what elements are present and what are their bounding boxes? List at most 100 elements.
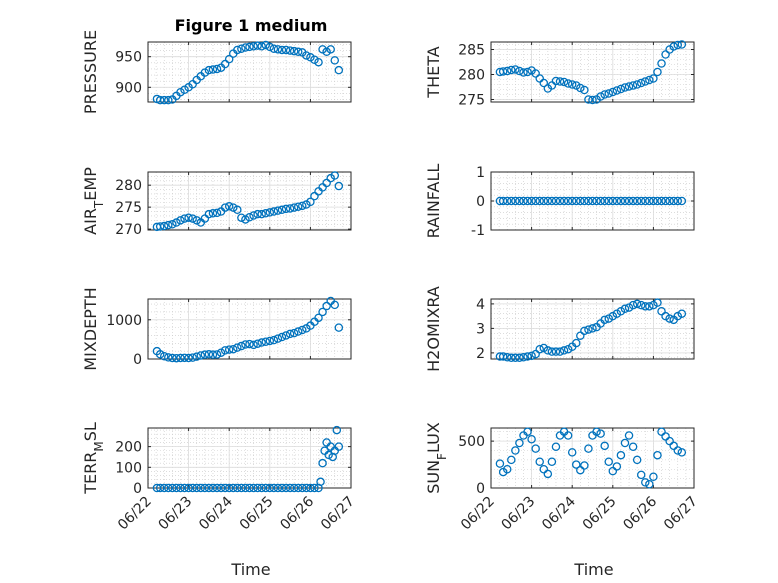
terr-msl-data-point <box>277 483 287 493</box>
rainfall-data-point <box>665 196 674 206</box>
rainfall-data-point <box>600 196 609 206</box>
rainfall-data-point <box>559 196 569 206</box>
mixdepth-data-point <box>269 335 279 345</box>
rainfall-data-point <box>527 196 536 206</box>
h2omixra-data-point <box>511 353 520 363</box>
theta-data-point <box>567 80 577 89</box>
terr-msl-data-point <box>204 483 214 493</box>
h2omixra-panel: 2 3 4 H2OMIXRA <box>424 286 695 372</box>
terr-msl-data-point <box>316 477 325 487</box>
air-temp-y-tick-label: 275 <box>115 200 142 216</box>
terr-msl-data-point <box>172 483 181 493</box>
air-temp-data-point <box>204 209 214 219</box>
rainfall-data-point <box>543 196 553 206</box>
mixdepth-data-point <box>180 353 189 363</box>
air-temp-data-point <box>192 216 201 225</box>
mixdepth-data-point <box>184 353 193 363</box>
sun-flux-data-point <box>604 457 613 466</box>
mixdepth-data-point <box>281 331 291 340</box>
mixdepth-data-point <box>314 313 323 323</box>
terr-msl-y-tick-label: 200 <box>115 440 142 456</box>
h2omixra-data-point <box>519 353 528 362</box>
pressure-data-point <box>164 95 173 105</box>
air-temp-data-point <box>159 221 169 231</box>
sun-flux-data-point <box>515 438 524 448</box>
sun-flux-data-point <box>580 461 589 470</box>
rainfall-data-point <box>515 196 524 206</box>
rainfall-data-point <box>535 196 544 206</box>
terr-msl-data-point <box>269 483 279 493</box>
air-temp-data-point <box>285 204 295 213</box>
air-temp-data-point <box>237 213 246 222</box>
rainfall-data-point <box>592 196 601 206</box>
sun-flux-data-point <box>645 479 654 489</box>
terr-msl-data-point <box>176 483 185 493</box>
h2omixra-y-tick-label: 4 <box>476 297 485 313</box>
terr-msl-data-point <box>184 483 193 493</box>
pressure-data-point <box>281 45 291 55</box>
mixdepth-data-point <box>192 352 201 361</box>
mixdepth-data-point <box>220 346 230 355</box>
theta-data-point <box>588 95 597 105</box>
mixdepth-data-point <box>164 353 173 362</box>
sun-flux-data-point <box>527 434 536 444</box>
h2omixra-data-point <box>547 347 557 356</box>
terr-msl-data-point <box>293 483 303 493</box>
air-temp-data-point <box>172 218 181 227</box>
h2omixra-y-axis-label: H2OMIXRA <box>424 286 443 372</box>
theta-data-point <box>645 75 654 85</box>
air-temp-data-point <box>265 208 275 217</box>
rainfall-data-point <box>502 196 512 206</box>
rainfall-data-point <box>616 196 626 206</box>
mixdepth-y-tick-label: 1000 <box>106 313 142 329</box>
mixdepth-data-point <box>273 334 283 343</box>
h2omixra-data-point <box>502 353 512 362</box>
h2omixra-data-point <box>641 302 650 311</box>
terr-msl-data-point <box>302 483 311 493</box>
sun-flux-data-point <box>523 427 532 436</box>
sun-flux-data-point <box>592 427 601 436</box>
sun-flux-data-point <box>507 455 516 465</box>
sun-flux-data-point <box>636 470 646 480</box>
air-temp-axes-box <box>147 171 352 231</box>
rainfall-data-point <box>576 196 585 206</box>
pressure-data-point <box>233 45 242 55</box>
h2omixra-data-point <box>555 347 565 356</box>
theta-y-axis-label: THETA <box>424 46 443 98</box>
terr-msl-data-point <box>324 450 333 460</box>
terr-msl-data-point <box>253 483 262 493</box>
h2omixra-data-point <box>523 352 532 361</box>
theta-data-point <box>531 69 540 78</box>
mixdepth-data-point <box>253 339 262 348</box>
sun-flux-y-tick-label: 0 <box>476 481 485 497</box>
mixdepth-data-point <box>289 328 299 338</box>
h2omixra-data-point <box>628 300 638 310</box>
pressure-data-point <box>220 59 230 69</box>
pressure-data-point <box>273 45 283 54</box>
air-temp-data-point <box>253 209 262 219</box>
h2omixra-data-point <box>600 315 609 325</box>
rainfall-data-point <box>641 196 650 206</box>
terr-msl-data-point <box>281 483 291 493</box>
air-temp-data-point <box>261 209 270 218</box>
pressure-data-point <box>212 64 222 74</box>
theta-data-point <box>636 78 646 88</box>
terr-msl-data-point <box>159 483 169 493</box>
mixdepth-y-tick-label: 0 <box>133 352 142 368</box>
terr-msl-data-point <box>164 483 173 493</box>
terr-msl-data-point <box>155 483 165 493</box>
air-temp-y-axis-label: AIRTEMP <box>81 167 106 235</box>
mixdepth-data-point <box>204 350 214 359</box>
theta-data-point <box>519 68 528 77</box>
theta-data-point <box>498 67 508 76</box>
mixdepth-data-point <box>334 323 344 332</box>
h2omixra-data-point <box>515 353 524 363</box>
air-temp-data-point <box>229 203 238 212</box>
theta-axes-box <box>490 41 695 103</box>
theta-data-point <box>677 40 687 49</box>
theta-y-tick-label: 275 <box>458 93 485 109</box>
mixdepth-data-point <box>176 353 185 363</box>
terr-msl-data-point <box>245 483 254 493</box>
air-temp-panel: 270 275 280 AIRTEMP <box>81 167 352 238</box>
theta-data-point <box>661 50 670 59</box>
